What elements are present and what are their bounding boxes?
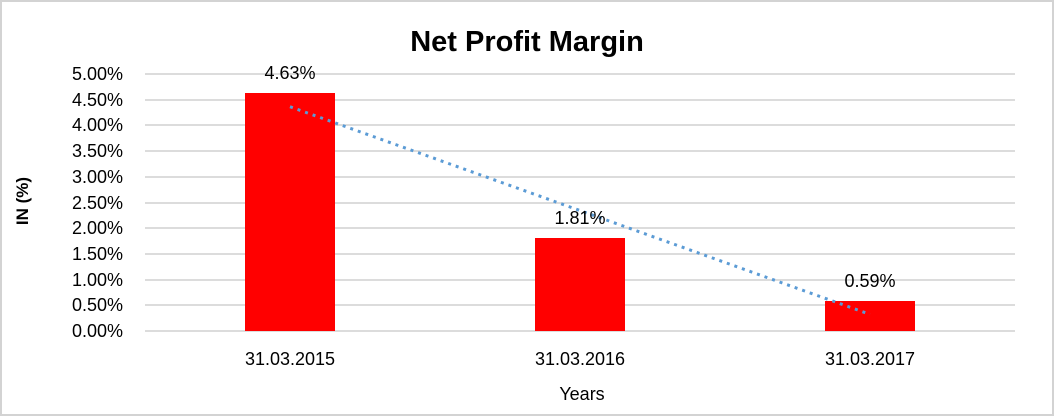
x-tick-label: 31.03.2015 [244,349,336,369]
y-tick-label: 2.00% [71,218,123,239]
y-tick-label: 1.00% [71,269,123,290]
bar-data-label: 0.59% [844,270,896,291]
bar-data-label: 1.81% [554,207,606,228]
gridline [145,98,1015,101]
y-tick-label: 4.50% [71,89,123,110]
bar-31.03.2016 [535,237,625,331]
plot-area: 4.63% 1.81% 0.59% [145,63,1015,332]
bar-31.03.2017 [825,300,915,331]
bar-data-label: 4.63% [264,63,316,84]
y-tick-label: 0.00% [71,321,123,341]
bar-31.03.2015 [245,93,335,331]
gridline [145,73,1015,75]
y-tick-label: 2.50% [71,192,123,213]
chart-title: Net Profit Margin [410,26,644,58]
y-tick-label: 1.50% [71,243,123,264]
x-axis-title: Years [559,384,605,404]
y-tick-label: 4.00% [71,115,123,136]
y-tick-label: 3.50% [71,141,123,162]
x-tick-label: 31.03.2016 [534,349,626,369]
y-tick-label: 3.00% [71,166,123,187]
gridline [145,330,1015,332]
y-tick-label: 5.00% [71,64,123,84]
y-tick-label: 0.50% [71,295,123,316]
x-tick-label: 31.03.2017 [824,349,916,369]
